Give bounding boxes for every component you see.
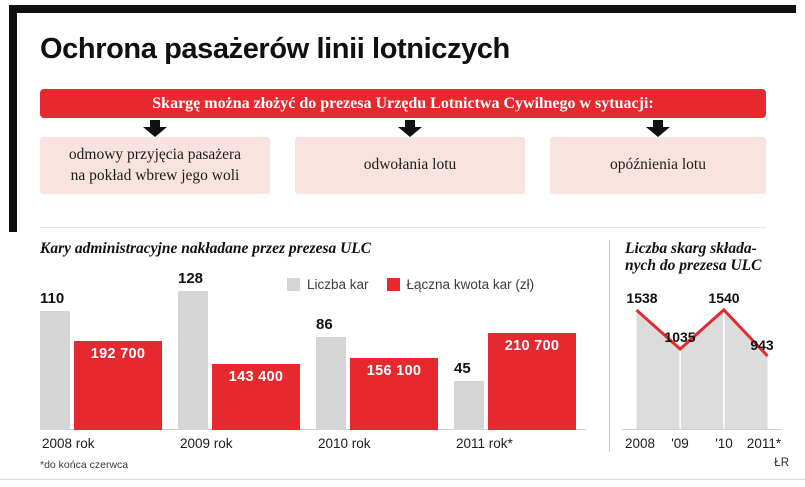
section-divider [40, 227, 766, 228]
legend-label-count: Liczba kar [307, 277, 369, 292]
complaint-value-label: 1540 [708, 290, 740, 306]
penalties-bar-chart: 110 192 700 2008 rok 128 143 400 2009 rok 86 15… [40, 270, 586, 451]
left-rule [9, 5, 17, 232]
count-column: 110 [40, 290, 70, 430]
complaints-chart-title: Liczba skarg składa- nych do prezesa ULC [625, 240, 761, 274]
penalty-amount-bar: 156 100 [350, 358, 438, 430]
penalty-count-label: 45 [454, 360, 471, 377]
down-arrow-icon [143, 120, 167, 137]
bar-pair: 128 143 400 [178, 270, 300, 430]
complaints-axis-label: 2008 [624, 436, 656, 451]
penalty-count-label: 128 [178, 270, 204, 287]
complaints-title-line2: nych do prezesa ULC [625, 257, 762, 274]
bar-pair: 86 156 100 [316, 316, 438, 430]
complaints-axis-labels: 2008 '09 '10 2011* [622, 436, 782, 452]
penalty-amount-bar: 143 400 [212, 364, 300, 430]
complaints-title-line1: Liczba skarg składa- [625, 240, 757, 257]
penalties-chart-title: Kary administracyjne nakładane przez pre… [40, 240, 372, 257]
legend-swatch-count [287, 278, 300, 291]
complaint-value-label: 1538 [626, 290, 658, 307]
complaint-value-label: 943 [750, 336, 774, 353]
complaints-line-chart: 1538 1035 1540 943 [622, 290, 782, 430]
legend-label-amount: Łączna kwota kar (zł) [406, 277, 535, 292]
count-column: 86 [316, 316, 346, 430]
bar-axis-label: 2009 rok [180, 436, 233, 451]
situation-box-delayed-flight: opóźnienia lotu [550, 137, 766, 194]
penalty-count-bar [40, 311, 70, 430]
bar-pair: 45 210 700 [454, 333, 576, 430]
down-arrow-icon [646, 120, 670, 137]
count-column: 45 [454, 360, 484, 430]
top-rule [9, 5, 796, 13]
complaints-axis-label: '09 [671, 436, 689, 451]
situation-box-denied-boarding: odmowy przyjęcia pasażera na pokład wbre… [40, 137, 270, 194]
penalty-bar-group: 128 143 400 2009 rok [178, 270, 316, 451]
down-arrow-icon [398, 120, 422, 137]
bar-pair: 110 192 700 [40, 290, 162, 430]
penalty-bar-group: 45 210 700 2011 rok* [454, 280, 592, 451]
penalty-bar-group: 110 192 700 2008 rok [40, 280, 178, 451]
page-title: Ochrona pasażerów linii lotniczych [40, 33, 510, 65]
legend-swatch-amount [386, 278, 400, 291]
bottom-rule [0, 479, 805, 480]
complaints-axis-label: '10 [715, 436, 733, 451]
penalty-count-label: 110 [40, 290, 65, 307]
complaints-line-svg [635, 307, 769, 429]
footnote: *do końca czerwca [40, 459, 129, 471]
bar-axis-label: 2010 rok [318, 436, 371, 451]
penalty-amount-bar: 210 700 [488, 333, 576, 430]
situation-box-cancelled-flight: odwołania lotu [295, 137, 525, 194]
penalty-bar-group: 86 156 100 2010 rok [316, 280, 454, 451]
penalty-count-bar [178, 291, 208, 430]
penalty-amount-label: 192 700 [90, 346, 146, 362]
penalty-count-bar [316, 337, 346, 430]
complaint-value-label: 1035 [664, 329, 696, 346]
penalty-amount-label: 156 100 [366, 363, 422, 379]
banner: Skargę można złożyć do prezesa Urzędu Lo… [40, 89, 766, 118]
legend-item-count: Liczba kar [287, 277, 369, 292]
legend: Liczba kar Łączna kwota kar (zł) [287, 277, 534, 292]
penalty-amount-label: 143 400 [228, 369, 284, 385]
penalty-count-bar [454, 381, 484, 430]
penalty-amount-bar: 192 700 [74, 341, 162, 430]
complaints-axis-label: 2011* [746, 436, 782, 451]
penalty-amount-label: 210 700 [504, 338, 560, 354]
legend-item-amount: Łączna kwota kar (zł) [386, 277, 535, 292]
count-column: 128 [178, 270, 208, 430]
bar-axis-label: 2008 rok [42, 436, 95, 451]
author-credit: ŁR [774, 457, 789, 469]
penalty-count-label: 86 [316, 316, 333, 333]
vertical-divider [609, 240, 610, 452]
bar-axis-label: 2011 rok* [456, 436, 513, 451]
